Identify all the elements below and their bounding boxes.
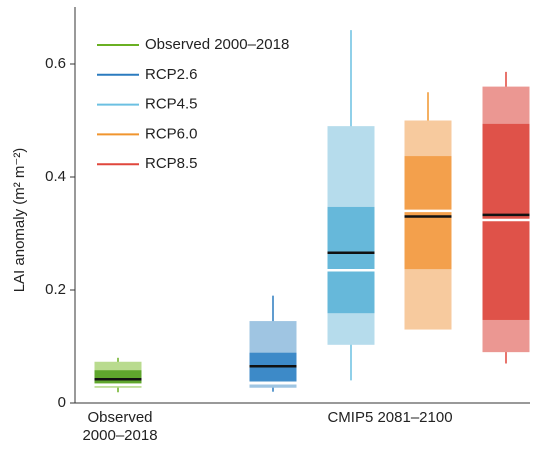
y-tick-label: 0.6: [45, 55, 66, 72]
y-tick-label: 0: [58, 394, 66, 411]
legend-label: Observed 2000–2018: [145, 36, 289, 53]
inner-box: [404, 156, 452, 270]
legend-label: RCP6.0: [145, 125, 198, 142]
inner-box: [482, 123, 530, 320]
x-category-label: Observed 2000–2018: [82, 409, 158, 444]
y-tick-label: 0.4: [45, 168, 66, 185]
legend-label: RCP2.6: [145, 66, 198, 83]
x-category-label: CMIP5 2081–2100: [327, 409, 453, 426]
legend-label: RCP4.5: [145, 96, 198, 113]
inner-box: [327, 206, 375, 314]
inner-box: [94, 370, 142, 384]
y-tick-label: 0.2: [45, 281, 66, 298]
y-axis-label: LAI anomaly (m² m⁻²): [11, 148, 28, 293]
legend-label: RCP8.5: [145, 155, 198, 172]
